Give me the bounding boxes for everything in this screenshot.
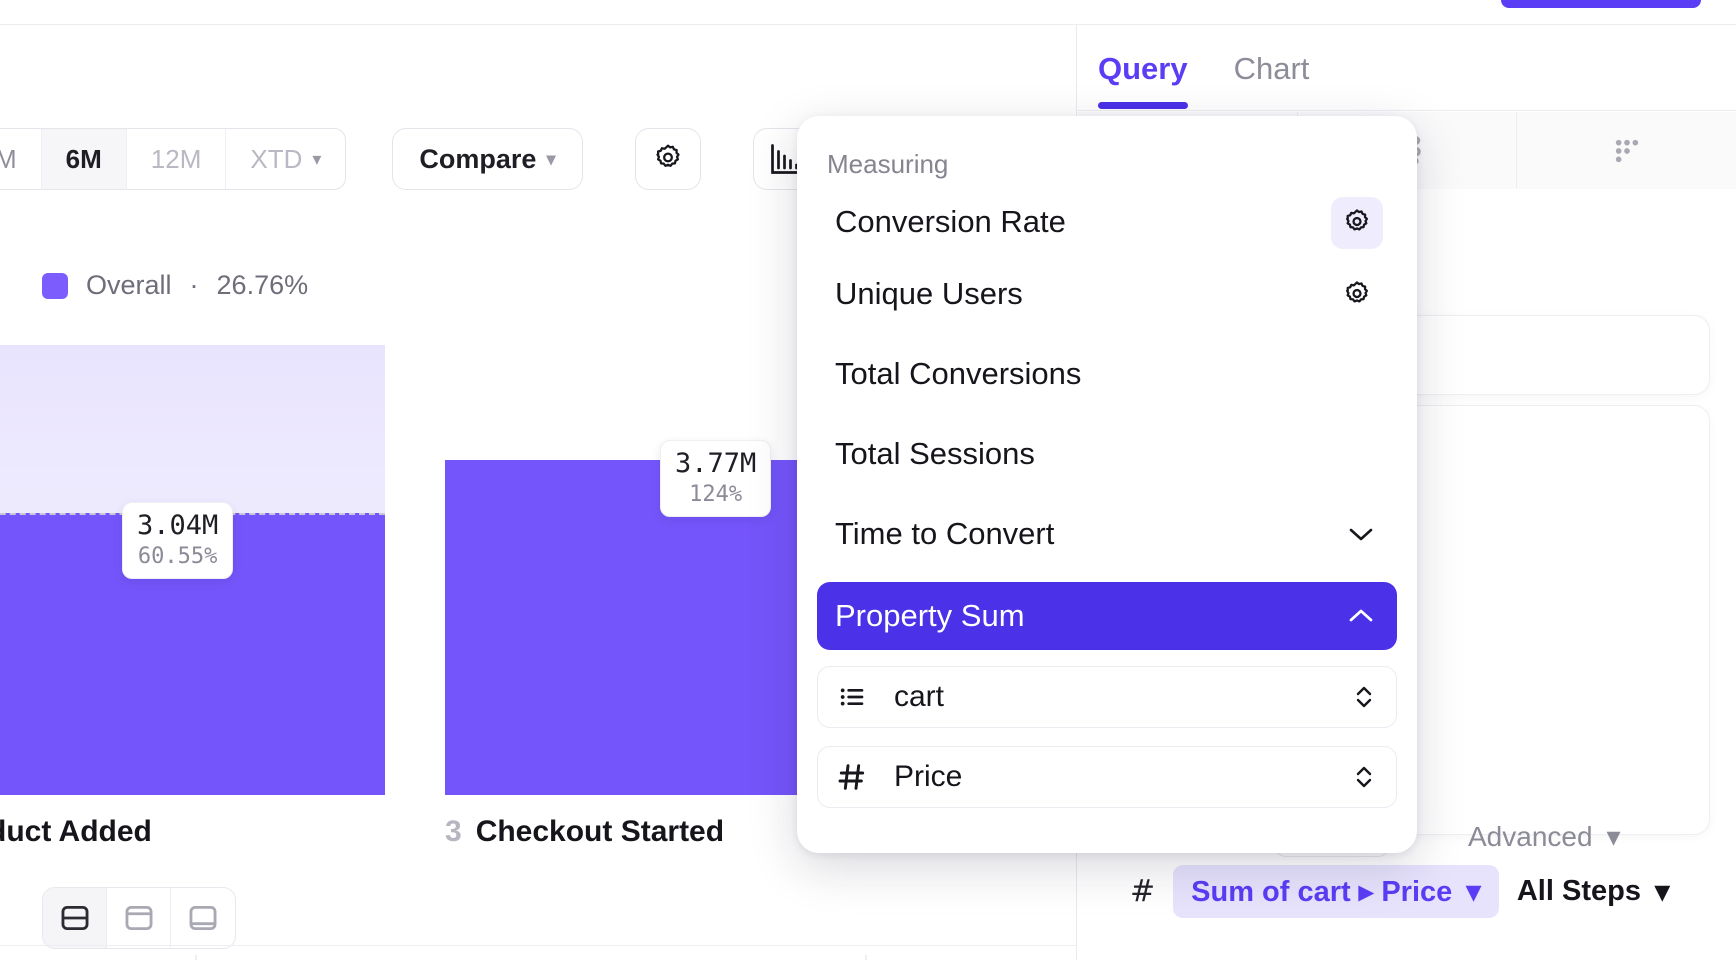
property-sum-property-select[interactable]: Price — [817, 746, 1397, 808]
range-option-3[interactable]: XTD ▾ — [226, 129, 345, 189]
primary-action-button[interactable] — [1501, 0, 1701, 8]
funnel-step-label-1[interactable]: duct Added — [0, 815, 152, 849]
property-sum-source-select[interactable]: cart — [817, 666, 1397, 728]
legend-series-label: Overall — [86, 270, 172, 300]
range-label-0: M — [0, 144, 17, 175]
tab-chart[interactable]: Chart — [1234, 51, 1310, 109]
chevron-down-icon — [1347, 525, 1375, 543]
measure-option-total-conversions[interactable]: Total Conversions — [817, 342, 1397, 406]
measuring-dropdown: Measuring Conversion Rate Unique Users — [797, 116, 1417, 853]
tab-query-label: Query — [1098, 51, 1188, 86]
chevron-down-icon: ▾ — [312, 148, 322, 169]
funnel-bar-2-percent: 124% — [689, 482, 743, 507]
funnel-step-1-name: duct Added — [0, 815, 152, 848]
axis-tick-1 — [195, 955, 197, 960]
metric-chip-sum-of-cart-price[interactable]: Sum of cart ▸ Price ▾ — [1173, 865, 1499, 918]
range-label-2: 12M — [150, 143, 202, 174]
chart-top-view-icon — [125, 905, 152, 931]
measure-option-property-sum[interactable]: Property Sum — [817, 582, 1397, 650]
split-view-icon — [61, 905, 88, 931]
chevron-down-icon: ▾ — [1466, 876, 1481, 908]
split-view-button[interactable] — [43, 888, 107, 948]
conversion-rate-settings-button[interactable] — [1331, 197, 1383, 249]
panel-divider — [0, 945, 1077, 946]
grid-options-button[interactable] — [1516, 112, 1736, 189]
chart-bottom-view-button[interactable] — [171, 888, 235, 948]
measure-option-unique-users-label: Unique Users — [835, 276, 1023, 311]
range-option-2[interactable]: 12M — [127, 129, 227, 189]
unique-users-settings-button[interactable] — [1331, 269, 1383, 321]
metric-selector-row: # Sum of cart ▸ Price ▾ All Steps ▾ — [1130, 865, 1670, 918]
chevron-up-icon — [1347, 607, 1375, 625]
property-sum-property-label: Price — [894, 760, 963, 793]
gear-icon — [655, 144, 680, 167]
query-advanced-control[interactable]: Advanced ▾ — [1468, 820, 1621, 853]
compare-label: Compare — [419, 143, 537, 174]
view-layout-switch[interactable] — [42, 887, 236, 949]
metric-steps-selector[interactable]: All Steps ▾ — [1517, 874, 1670, 909]
hash-icon: # — [1130, 874, 1156, 909]
axis-tick-2 — [865, 955, 867, 960]
hash-icon — [836, 761, 868, 793]
chart-legend[interactable]: Overall · 26.76% — [42, 270, 308, 301]
legend-value: 26.76% — [216, 270, 309, 300]
funnel-bar-1-tooltip: 3.04M 60.55% — [122, 502, 234, 579]
metric-chip-label: Sum of cart ▸ Price — [1191, 876, 1453, 908]
stepper-icon — [1352, 681, 1376, 713]
chart-settings-button[interactable] — [634, 128, 701, 190]
tab-chart-label: Chart — [1233, 51, 1310, 86]
metric-steps-label: All Steps — [1516, 875, 1641, 907]
range-label-3: XTD — [250, 143, 303, 174]
funnel-bar-1-percent: 60.55% — [137, 544, 218, 569]
measure-option-time-to-convert[interactable]: Time to Convert — [817, 502, 1397, 566]
list-icon — [836, 681, 868, 713]
tab-query[interactable]: Query — [1098, 51, 1188, 109]
grid-dots-icon — [1615, 139, 1638, 162]
measure-option-total-sessions[interactable]: Total Sessions — [817, 422, 1397, 486]
funnel-bar-2-tooltip: 3.77M 124% — [660, 440, 772, 517]
query-advanced-label: Advanced — [1468, 820, 1593, 852]
bar-chart-icon — [770, 144, 801, 174]
funnel-bar-2-value: 3.77M — [675, 448, 757, 479]
measure-option-time-to-convert-label: Time to Convert — [835, 516, 1055, 551]
range-label-1: 6M — [65, 143, 102, 174]
chart-toolbar: M 6M 12M XTD ▾ Compare ▾ — [0, 128, 819, 190]
funnel-step-label-2[interactable]: 3 Checkout Started — [445, 815, 724, 849]
date-range-segmented-control[interactable]: M 6M 12M XTD ▾ — [0, 128, 347, 190]
legend-swatch-overall — [42, 272, 68, 299]
funnel-step-2-name: Checkout Started — [475, 815, 725, 848]
range-option-1[interactable]: 6M — [41, 129, 127, 189]
funnel-step-2-number: 3 — [445, 815, 462, 848]
measure-option-total-sessions-label: Total Sessions — [835, 436, 1035, 471]
measuring-dropdown-title: Measuring — [827, 149, 949, 179]
funnel-bar-1-value: 3.04M — [137, 510, 219, 541]
property-sum-source-label: cart — [894, 680, 945, 713]
chevron-down-icon: ▾ — [1654, 876, 1670, 908]
measure-option-property-sum-label: Property Sum — [835, 598, 1025, 633]
query-chart-tabs: Query Chart — [1078, 25, 1736, 111]
legend-separator: · — [189, 270, 199, 300]
window-top-strip — [0, 0, 1736, 25]
chart-bottom-view-icon — [189, 905, 217, 931]
measure-option-unique-users[interactable]: Unique Users — [817, 262, 1397, 326]
measure-option-total-conversions-label: Total Conversions — [835, 356, 1082, 391]
gear-icon — [1346, 209, 1368, 231]
stepper-icon — [1352, 761, 1376, 793]
chevron-down-icon: ▾ — [546, 148, 556, 169]
measure-option-conversion-rate[interactable]: Conversion Rate — [817, 190, 1397, 254]
measure-option-conversion-rate-label: Conversion Rate — [835, 204, 1066, 239]
compare-button[interactable]: Compare ▾ — [392, 128, 583, 190]
gear-icon — [1346, 281, 1368, 303]
range-option-0[interactable]: M — [0, 129, 42, 189]
chart-top-view-button[interactable] — [107, 888, 171, 948]
chevron-down-icon: ▾ — [1606, 821, 1621, 852]
